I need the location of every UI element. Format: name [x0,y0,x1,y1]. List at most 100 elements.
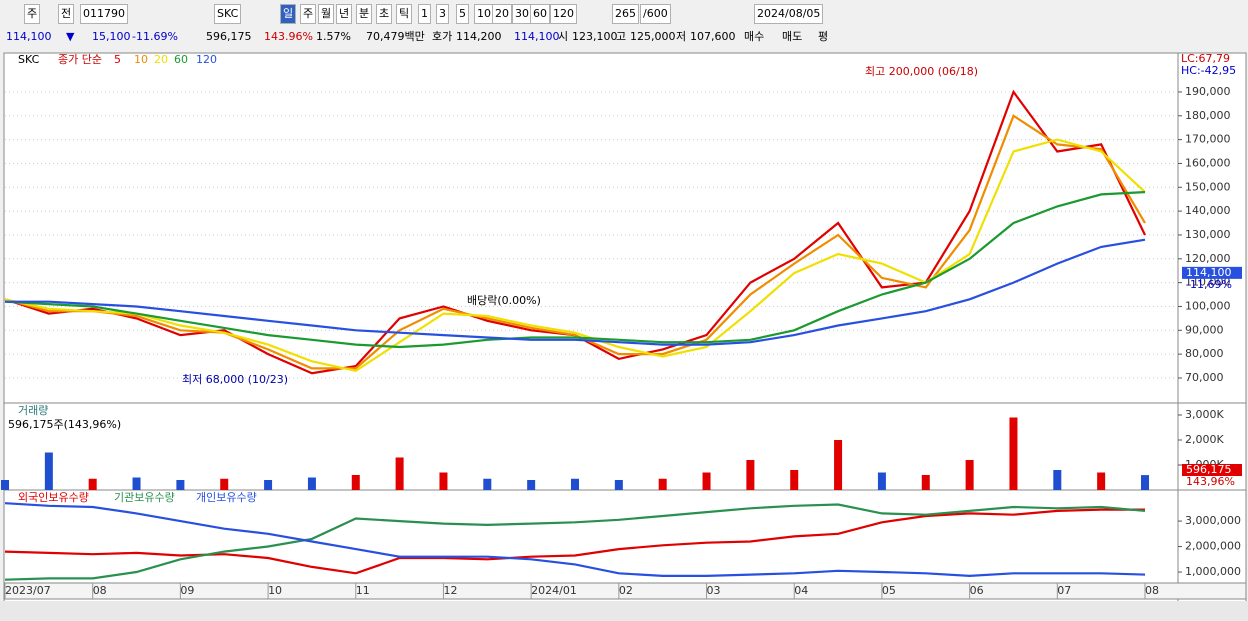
toolbar-item[interactable]: 틱 [396,4,413,24]
volume-bar [483,478,492,490]
y-tick-label: 120,000 [1185,252,1231,265]
scrollbar [0,601,1248,621]
volume-bar [307,477,316,490]
toolbar-item[interactable]: 011790 [80,4,128,24]
price-tag-bg [1182,266,1242,279]
legend-item: 외국인보유수량 [18,491,89,504]
panel-header: 596,175주(143,96%) [8,418,121,431]
x-tick-label: 05 [882,584,896,597]
toolbar-item[interactable]: 전 [58,4,75,24]
toolbar-item[interactable]: 매도 [782,30,803,43]
x-tick-label: 04 [794,584,808,597]
toolbar-item: 114,100 [6,30,52,43]
volume-bar [1009,417,1018,490]
toolbar-item[interactable]: 60 [530,4,550,24]
toolbar-item: 125,000 [630,30,676,43]
toolbar-item[interactable]: 년 [336,4,353,24]
toolbar-item[interactable]: 265 [612,4,639,24]
plot-area [3,52,1179,603]
toolbar-item[interactable]: 월 [318,4,335,24]
toolbar-item[interactable]: 20 [492,4,512,24]
toolbar-item[interactable]: 10 [474,4,494,24]
x-tick-label: 11 [356,584,370,597]
volume-bar [44,452,53,490]
y-tick-label: 180,000 [1185,109,1231,122]
toolbar-item: 114,200 [456,30,502,43]
toolbar-item: 114,100 [514,30,560,43]
toolbar-item[interactable]: 주 [24,4,41,24]
volume-bar [877,472,886,490]
annotation: 최고 200,000 (06/18) [865,65,978,78]
toolbar-item[interactable]: 5 [456,4,469,24]
x-tick-label: 06 [970,584,984,597]
x-axis-strip [3,582,1247,600]
volume-bar [351,475,360,490]
toolbar-item[interactable]: 매수 [744,30,765,43]
y-tick-label: 70,000 [1185,371,1224,384]
symbol-label: SKC [18,53,40,66]
volume-bar [965,460,974,490]
x-tick-label: 07 [1057,584,1071,597]
volume-bar [790,470,799,490]
annotation: 배당락(0.00%) [467,294,541,307]
toolbar-item: 143.96% [264,30,313,43]
toolbar-item: 70,479백만 [366,30,425,43]
toolbar-item[interactable]: 주 [300,4,317,24]
x-tick-label: 2023/07 [5,584,51,597]
chart: 70,00080,00090,000100,000110,000120,0001… [0,52,1248,621]
volume-bar [132,477,141,490]
volume-bar [264,480,273,490]
series-line [4,114,1146,370]
series-line [5,238,1146,346]
x-tick-label: 12 [443,584,457,597]
toolbar-item[interactable]: 1 [418,4,431,24]
volume-bar [220,478,229,490]
x-tick-label: 2024/01 [531,584,577,597]
volume-bar [1141,475,1149,490]
series-line [4,503,1146,581]
toolbar-item[interactable]: 120 [550,4,577,24]
volume-bar [527,480,536,490]
toolbar-item: 596,175 [206,30,252,43]
toolbar-item[interactable]: 30 [512,4,532,24]
toolbar-item[interactable]: /600 [640,4,671,24]
series-line [4,191,1146,349]
axis-area [1177,52,1247,603]
toolbar-item[interactable]: 평 [818,30,829,43]
y-tick-label: 2,000K [1185,433,1224,446]
y-tick-label: 2,000,000 [1185,540,1241,553]
y-tick-label: 110,000 [1185,276,1231,289]
legend-item: 기관보유수량 [114,491,175,504]
change-tag: -11,69% [1186,278,1232,291]
toolbar-item[interactable]: 일 [280,4,297,24]
x-tick-label: 03 [707,584,721,597]
y-tick-label: 170,000 [1185,133,1231,146]
toolbar-item: 15,100 [92,30,131,43]
y-tick-label: 160,000 [1185,156,1231,169]
panel-title: 거래량 [18,404,48,417]
toolbar-item: 시 [558,30,569,43]
volume-bar [176,480,185,490]
series-line [4,508,1145,575]
volume-bar [702,472,711,490]
toolbar-item[interactable]: 분 [356,4,373,24]
volume-bar [395,457,404,490]
legend-item: 개인보유수량 [196,491,257,504]
volume-bar [1053,470,1062,490]
volume-bar [614,480,623,490]
y-tick-label: 140,000 [1185,204,1231,217]
legend-title: 종가 단순 [58,53,102,66]
toolbar-item[interactable]: 3 [436,4,449,24]
toolbar-item: ▼ [66,30,75,43]
x-tick-label: 08 [93,584,107,597]
volume-bar [1097,472,1106,490]
y-tick-label: 100,000 [1185,299,1231,312]
y-tick-label: 3,000K [1185,408,1224,421]
volume-bar [1,480,9,490]
toolbar-item[interactable]: 초 [376,4,393,24]
toolbar-item[interactable]: 2024/08/05 [754,4,824,24]
y-tick-label: 150,000 [1185,180,1231,193]
y-tick-label: 130,000 [1185,228,1231,241]
x-tick-label: 08 [1145,584,1159,597]
toolbar-item[interactable]: SKC [214,4,242,24]
